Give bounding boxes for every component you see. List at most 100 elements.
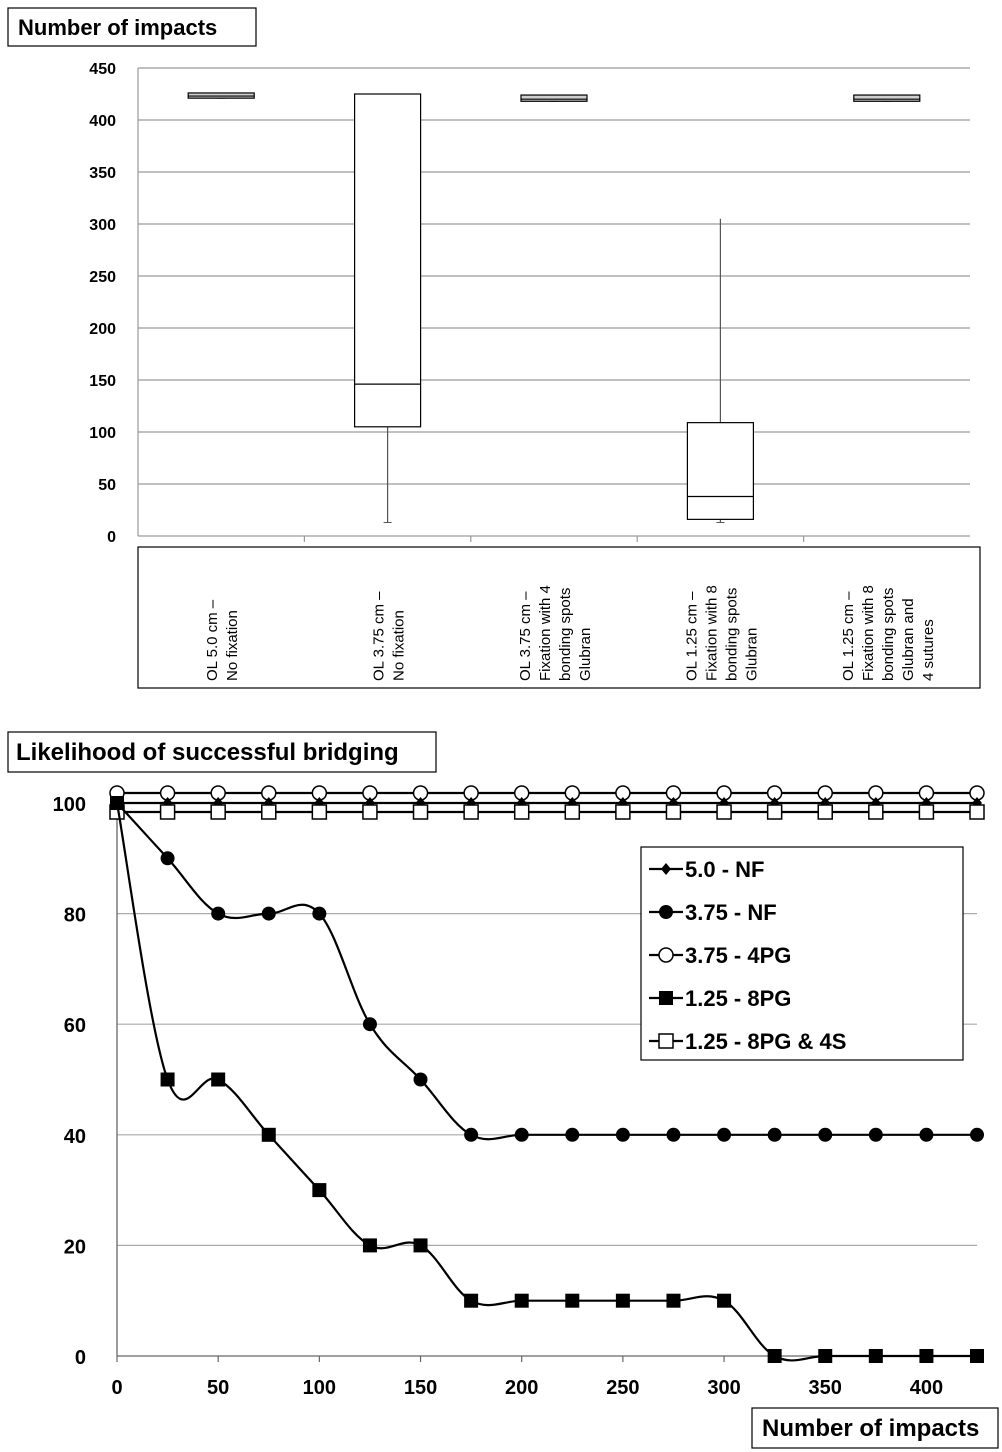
data-point-square	[565, 1293, 580, 1308]
data-point-open-square	[716, 804, 732, 820]
data-point-open-square	[311, 804, 328, 820]
top-y-tick-label: 150	[89, 373, 116, 390]
category-label-line: No fixation	[224, 610, 241, 681]
top-y-tick-label: 400	[89, 113, 116, 130]
top-y-tick-label: 250	[89, 269, 116, 286]
category-label-line: Fixation with 8	[703, 585, 720, 681]
data-point-open-square	[817, 804, 833, 820]
data-point-circle	[868, 1127, 883, 1142]
data-point-circle	[464, 1127, 479, 1142]
bottom-y-tick-label: 20	[64, 1236, 86, 1258]
data-point-square	[868, 1349, 883, 1363]
category-label-line: Fixation with 8	[860, 585, 877, 681]
category-label-line: OL 1.25 cm –	[683, 591, 700, 681]
category-labels: OL 5.0 cm – No fixation OL 3.75 cm – No fix…	[204, 585, 937, 681]
legend-label: 3.75 - NF	[685, 900, 777, 925]
data-point-circle	[818, 1127, 833, 1142]
data-point-open-square	[463, 804, 479, 820]
bottom-x-tick-label: 300	[707, 1377, 740, 1399]
category-label-line: OL 3.75 cm –	[517, 591, 534, 681]
data-point-square	[666, 1293, 681, 1308]
data-point-square	[362, 1238, 377, 1253]
bottom-ylabel: Likelihood of successful bridging	[16, 739, 399, 766]
data-point-open-circle	[658, 947, 674, 963]
data-point-circle	[767, 1127, 782, 1142]
data-point-square	[818, 1349, 833, 1363]
bottom-x-tick-labels: 0 50 100 150 200 250 300 350 400	[111, 1377, 943, 1399]
top-y-tick-label: 300	[89, 217, 116, 234]
data-point-open-square	[210, 804, 226, 820]
bottom-y-tick-label: 60	[64, 1015, 86, 1037]
data-point-square	[160, 1072, 175, 1087]
category-label-line: bonding spots	[880, 588, 897, 681]
data-point-circle	[413, 1072, 428, 1087]
data-point-circle	[615, 1127, 630, 1142]
box-2	[354, 93, 422, 523]
box-5	[853, 94, 921, 102]
data-point-circle	[717, 1127, 732, 1142]
data-point-circle	[160, 851, 175, 866]
top-y-tick-label: 450	[89, 61, 116, 78]
data-point-circle	[211, 906, 226, 921]
box-plot-chart: Number of impacts 0 50 100 150 200 250 300 350 4…	[7, 7, 981, 689]
data-point-circle	[514, 1127, 529, 1142]
category-label-line: OL 1.25 cm –	[840, 591, 857, 681]
bottom-y-tick-label: 0	[75, 1347, 86, 1369]
top-y-tick-labels: 0 50 100 150 200 250 300 350 400 450	[89, 61, 116, 546]
category-label-line: Glubran and	[900, 598, 917, 681]
category-label-line: OL 3.75 cm –	[371, 591, 388, 681]
series-3	[109, 785, 985, 801]
legend-box	[640, 846, 964, 1061]
data-point-circle	[970, 1127, 984, 1142]
bottom-x-tick-label: 100	[303, 1377, 336, 1399]
data-point-open-square	[868, 804, 884, 820]
bottom-xlabel-box	[751, 1407, 999, 1449]
data-point-square	[464, 1293, 479, 1308]
data-point-open-square	[969, 804, 985, 820]
series-4	[110, 796, 984, 1363]
data-point-circle	[312, 906, 327, 921]
top-ylabel: Number of impacts	[18, 15, 217, 40]
series-5	[109, 804, 985, 820]
data-point-square	[659, 991, 673, 1005]
data-point-open-square	[362, 804, 378, 820]
bottom-x-tick-label: 250	[606, 1377, 639, 1399]
bottom-ylabel-box	[7, 731, 437, 773]
data-point-square	[717, 1293, 732, 1308]
data-point-open-square	[261, 804, 277, 820]
category-label-line: 4 sutures	[920, 619, 937, 681]
bottom-x-tick-label: 400	[910, 1377, 943, 1399]
data-point-open-square	[615, 804, 631, 820]
data-point-square	[413, 1238, 428, 1253]
data-point-diamond	[661, 863, 671, 875]
legend-label: 1.25 - 8PG	[685, 986, 791, 1011]
data-point-circle	[261, 906, 276, 921]
legend: 5.0 - NF 3.75 - NF 3.75 - 4PG 1.25 - 8PG 1.2…	[640, 846, 964, 1061]
top-y-tick-label: 100	[89, 425, 116, 442]
category-label-line: No fixation	[391, 610, 408, 681]
data-point-square	[110, 796, 124, 810]
bottom-y-tick-label: 80	[64, 905, 86, 927]
data-point-circle	[565, 1127, 580, 1142]
data-point-open-square	[159, 804, 176, 820]
category-label-line: Glubran	[743, 628, 760, 681]
legend-label: 5.0 - NF	[685, 857, 764, 882]
legend-label: 1.25 - 8PG & 4S	[685, 1029, 846, 1054]
data-point-circle	[919, 1127, 934, 1142]
legend-item: 1.25 - 8PG	[649, 986, 791, 1011]
data-point-square	[261, 1127, 276, 1142]
category-label-line: Glubran	[577, 628, 594, 681]
data-point-open-square	[564, 804, 581, 820]
data-point-circle	[666, 1127, 681, 1142]
data-point-square	[767, 1349, 782, 1363]
box-1	[187, 92, 255, 99]
top-grid	[137, 67, 970, 542]
top-ylabel-box	[7, 7, 257, 47]
box-iqr	[853, 94, 921, 102]
category-label-line: bonding spots	[557, 588, 574, 681]
top-y-tick-label: 50	[98, 477, 116, 494]
data-point-open-square	[665, 804, 682, 820]
line-series	[109, 785, 985, 1363]
data-point-open-square	[513, 804, 530, 820]
